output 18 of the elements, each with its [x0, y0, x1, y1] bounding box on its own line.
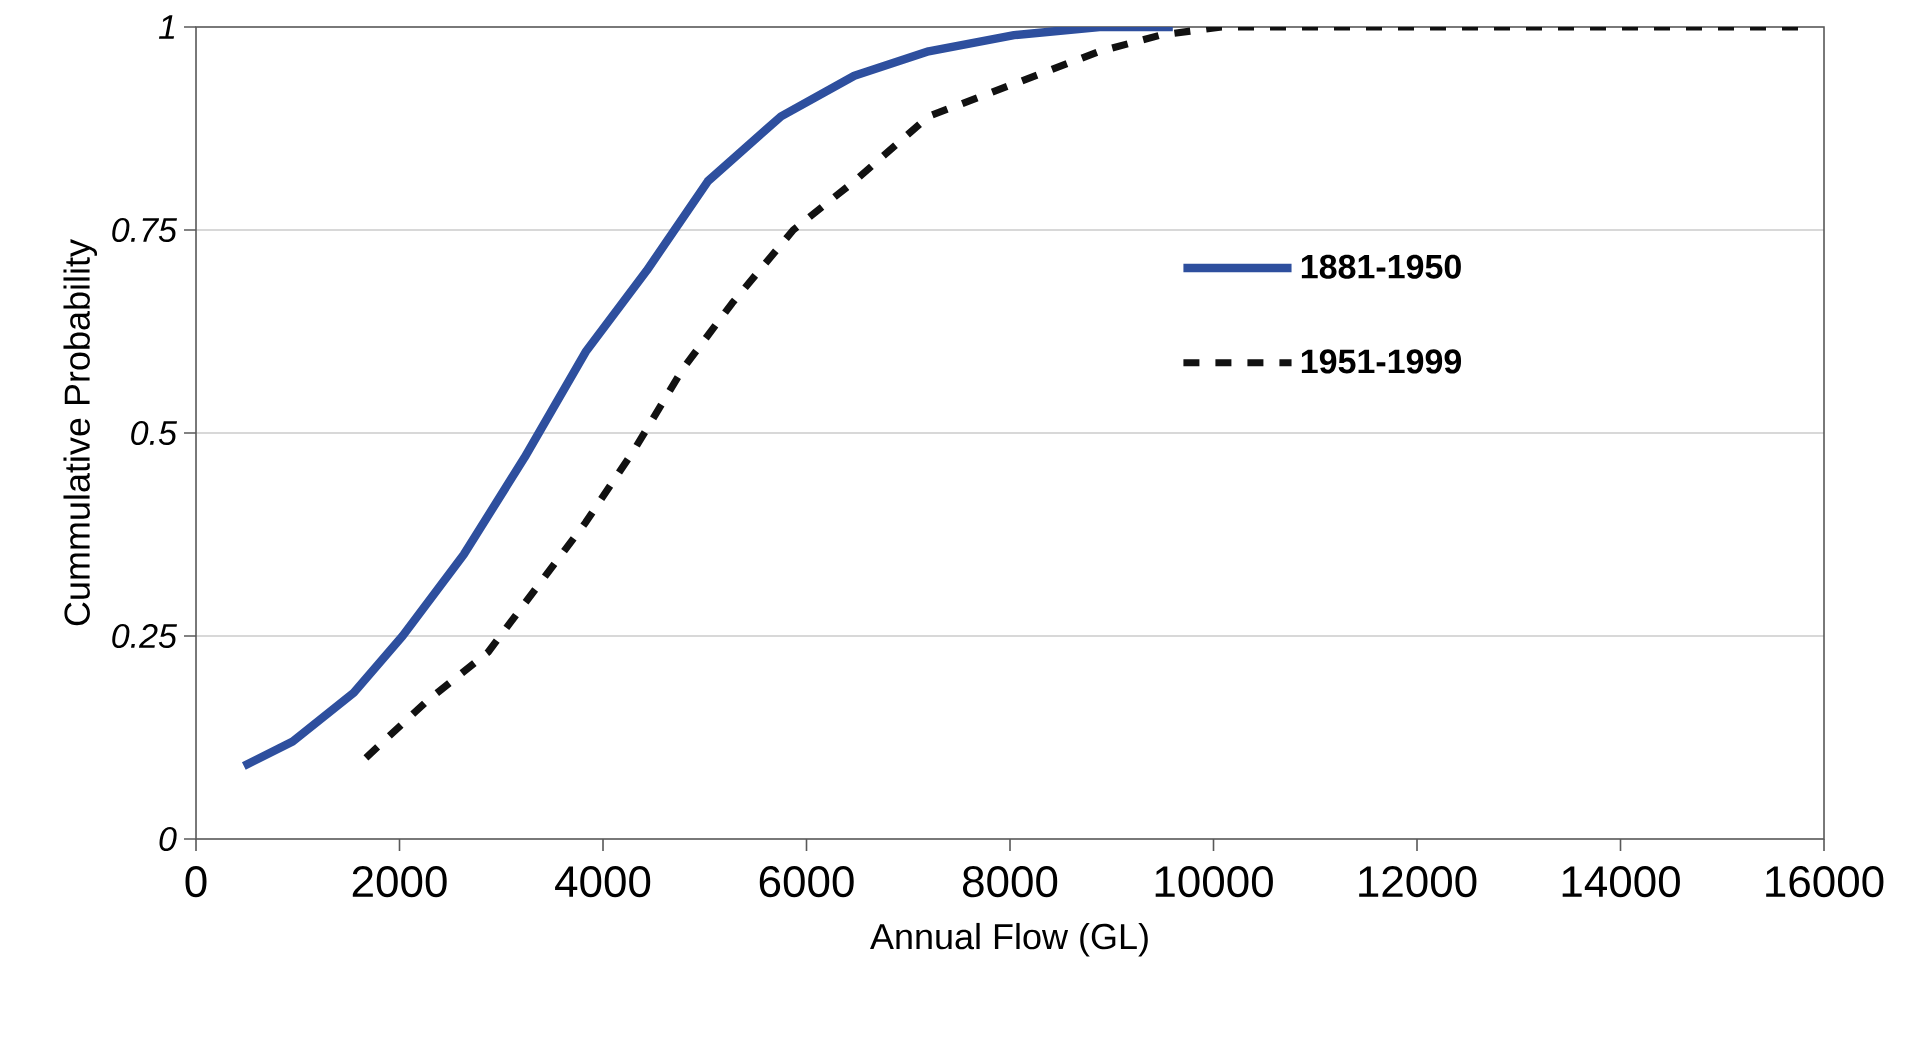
- x-tick-label: 8000: [962, 866, 1058, 898]
- y-tick-label: 1: [158, 15, 175, 39]
- legend-label: 1951-1999: [1301, 349, 1462, 374]
- x-tick-label: 2000: [352, 866, 447, 898]
- x-tick-label: 14000: [1562, 866, 1680, 898]
- y-tick-label: 0: [159, 826, 177, 852]
- y-tick-label: 0.5: [131, 420, 178, 446]
- x-tick-label: 6000: [759, 866, 854, 898]
- x-tick-label: 16000: [1766, 866, 1884, 898]
- y-axis-title: Cummulative Probability: [63, 239, 98, 626]
- x-tick-label: 0: [185, 866, 207, 898]
- x-tick-label: 10000: [1155, 866, 1273, 898]
- x-axis-title: Annual Flow (GL): [870, 922, 1148, 957]
- y-tick-label: 0.25: [112, 623, 178, 649]
- legend-label: 1881-1950: [1301, 254, 1461, 279]
- x-tick-label: 4000: [555, 866, 651, 898]
- x-tick-label: 12000: [1359, 866, 1477, 898]
- y-tick-label: 0.75: [112, 217, 178, 243]
